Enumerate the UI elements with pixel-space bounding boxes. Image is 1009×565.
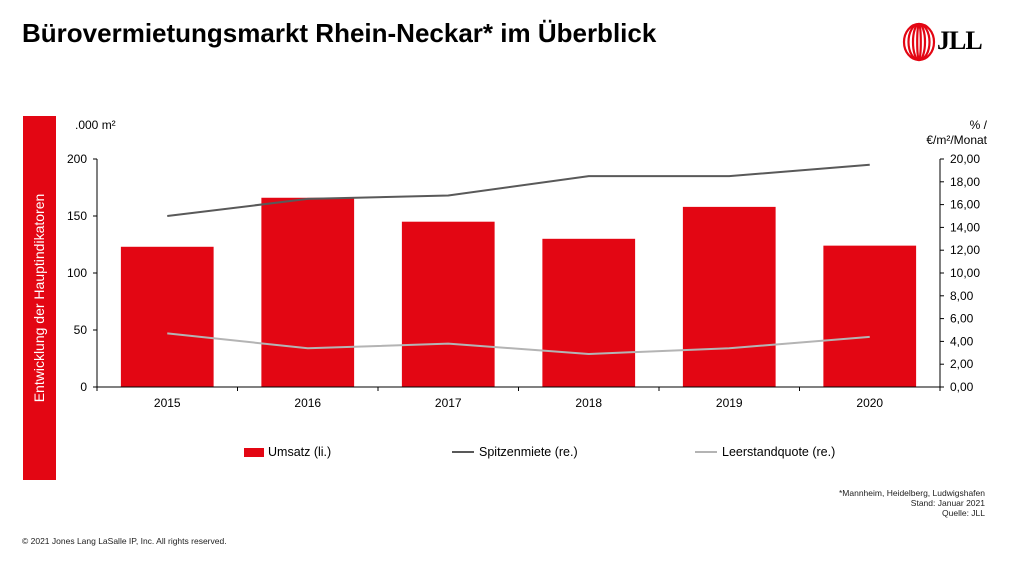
legend-swatch-spitzenmiete — [452, 451, 474, 453]
side-panel — [23, 116, 56, 480]
bar-umsatz-2020 — [823, 245, 917, 387]
jll-logo-mark-icon — [902, 22, 936, 62]
legend-label-umsatz: Umsatz (li.) — [268, 445, 332, 459]
x-tick-label-2015: 2015 — [154, 396, 181, 410]
left-tick-label: 200 — [67, 152, 87, 166]
legend-label-leerstandquote: Leerstandquote (re.) — [722, 445, 836, 459]
legend-swatch-umsatz — [244, 447, 264, 457]
copyright: © 2021 Jones Lang LaSalle IP, Inc. All r… — [22, 536, 227, 546]
legend-label-spitzenmiete: Spitzenmiete (re.) — [479, 445, 578, 459]
footnote-source: Quelle: JLL — [942, 508, 985, 518]
right-axis-unit-line1: % / — [969, 118, 987, 132]
bar-umsatz-2015 — [120, 246, 214, 387]
jll-logo-text: JLL — [937, 26, 983, 55]
bar-umsatz-2019 — [682, 206, 776, 387]
legend-item-umsatz: Umsatz (li.) — [244, 445, 331, 459]
right-axis-unit-line2: €/m²/Monat — [926, 133, 987, 147]
x-tick-label-2018: 2018 — [575, 396, 602, 410]
footnote-date: Stand: Januar 2021 — [910, 498, 985, 508]
right-tick-label: 8,00 — [950, 289, 974, 303]
x-tick-label-2017: 2017 — [435, 396, 462, 410]
line-leerstandquote — [167, 332, 870, 355]
right-tick-label: 4,00 — [950, 334, 974, 348]
right-tick-label: 12,00 — [950, 243, 980, 257]
page-title: Bürovermietungsmarkt Rhein-Neckar* im Üb… — [22, 18, 657, 48]
right-tick-label: 10,00 — [950, 266, 980, 280]
left-tick-label: 100 — [67, 266, 87, 280]
jll-logo: JLL — [902, 22, 988, 62]
x-tick-label-2019: 2019 — [716, 396, 743, 410]
left-tick-label: 50 — [74, 323, 88, 337]
bar-umsatz-2018 — [542, 238, 636, 387]
right-tick-label: 6,00 — [950, 312, 974, 326]
legend-item-spitzenmiete: Spitzenmiete (re.) — [452, 445, 578, 459]
left-tick-label: 150 — [67, 209, 87, 223]
right-tick-label: 16,00 — [950, 198, 980, 212]
right-tick-label: 20,00 — [950, 152, 980, 166]
left-axis-unit: .000 m² — [75, 118, 116, 132]
legend-item-leerstandquote: Leerstandquote (re.) — [695, 445, 835, 459]
x-tick-label-2016: 2016 — [294, 396, 321, 410]
line-spitzenmiete — [167, 163, 870, 217]
left-tick-label: 0 — [80, 380, 87, 394]
bar-umsatz-2016 — [261, 197, 355, 387]
footnote: *Mannheim, Heidelberg, Ludwigshafen Stan… — [839, 488, 985, 518]
right-tick-label: 0,00 — [950, 380, 974, 394]
right-tick-label: 18,00 — [950, 175, 980, 189]
right-tick-label: 14,00 — [950, 220, 980, 234]
right-axis-unit: % / €/m²/Monat — [926, 118, 987, 148]
x-tick-label-2020: 2020 — [856, 396, 883, 410]
right-tick-label: 2,00 — [950, 357, 974, 371]
bar-umsatz-2017 — [401, 221, 495, 387]
legend-swatch-leerstandquote — [695, 451, 717, 453]
footnote-regions: *Mannheim, Heidelberg, Ludwigshafen — [838, 488, 985, 498]
